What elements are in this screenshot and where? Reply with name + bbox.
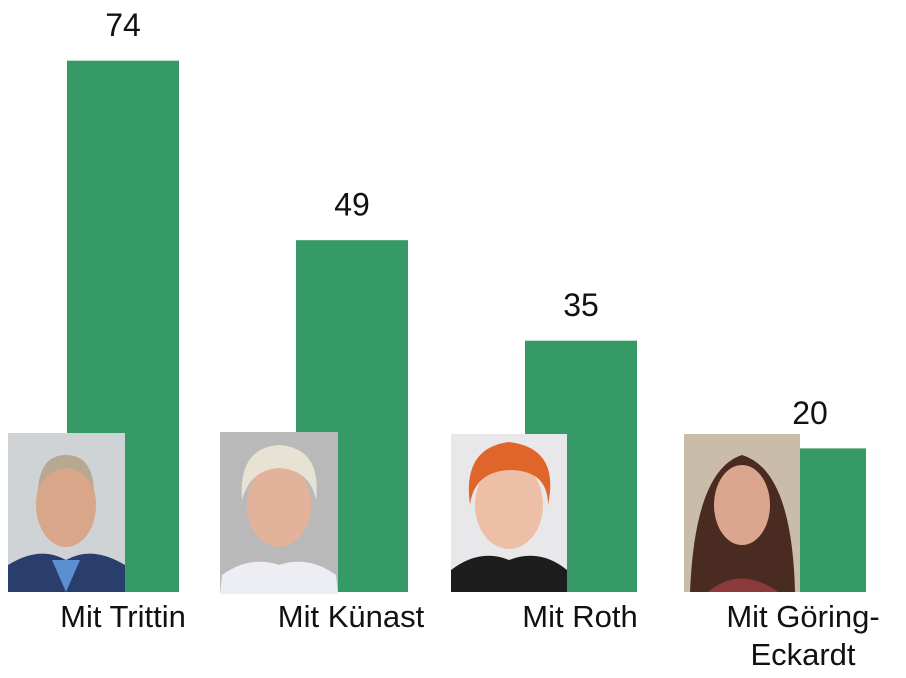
x-tick-label: Mit Trittin	[60, 599, 186, 634]
x-tick-label: Mit Roth	[522, 599, 638, 634]
value-label: 74	[105, 7, 141, 43]
photo	[8, 433, 125, 592]
value-label: 20	[792, 395, 828, 431]
photo	[684, 434, 800, 592]
x-tick-label: Mit Göring-Eckardt	[726, 599, 880, 672]
x-tick-label: Mit Künast	[277, 599, 425, 634]
value-label: 49	[334, 187, 370, 223]
photo	[451, 434, 567, 592]
photos	[8, 432, 800, 594]
photo	[220, 432, 338, 594]
value-label: 35	[563, 287, 599, 323]
